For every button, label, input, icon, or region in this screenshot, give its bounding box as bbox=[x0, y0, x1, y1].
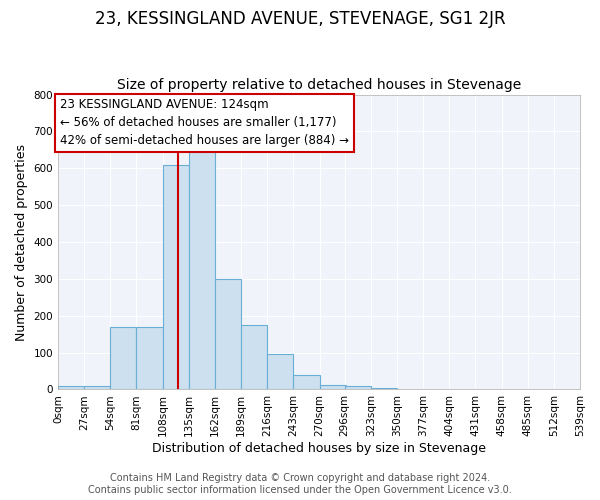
Text: 23, KESSINGLAND AVENUE, STEVENAGE, SG1 2JR: 23, KESSINGLAND AVENUE, STEVENAGE, SG1 2… bbox=[95, 10, 505, 28]
Bar bbox=[320, 385, 346, 390]
Bar bbox=[163, 164, 189, 390]
Bar bbox=[344, 386, 371, 390]
Bar bbox=[110, 327, 136, 390]
Bar bbox=[215, 279, 241, 390]
Bar bbox=[241, 325, 267, 390]
Text: Contains HM Land Registry data © Crown copyright and database right 2024.
Contai: Contains HM Land Registry data © Crown c… bbox=[88, 474, 512, 495]
Bar bbox=[293, 374, 320, 390]
Title: Size of property relative to detached houses in Stevenage: Size of property relative to detached ho… bbox=[117, 78, 521, 92]
Bar bbox=[58, 386, 84, 390]
Bar bbox=[84, 386, 110, 390]
X-axis label: Distribution of detached houses by size in Stevenage: Distribution of detached houses by size … bbox=[152, 442, 486, 455]
Y-axis label: Number of detached properties: Number of detached properties bbox=[15, 144, 28, 340]
Text: 23 KESSINGLAND AVENUE: 124sqm
← 56% of detached houses are smaller (1,177)
42% o: 23 KESSINGLAND AVENUE: 124sqm ← 56% of d… bbox=[60, 98, 349, 147]
Bar bbox=[189, 150, 215, 390]
Bar bbox=[136, 327, 163, 390]
Bar bbox=[371, 388, 397, 390]
Bar bbox=[267, 354, 293, 390]
